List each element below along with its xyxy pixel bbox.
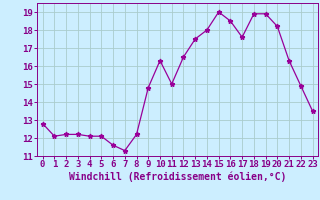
X-axis label: Windchill (Refroidissement éolien,°C): Windchill (Refroidissement éolien,°C) [69,172,286,182]
